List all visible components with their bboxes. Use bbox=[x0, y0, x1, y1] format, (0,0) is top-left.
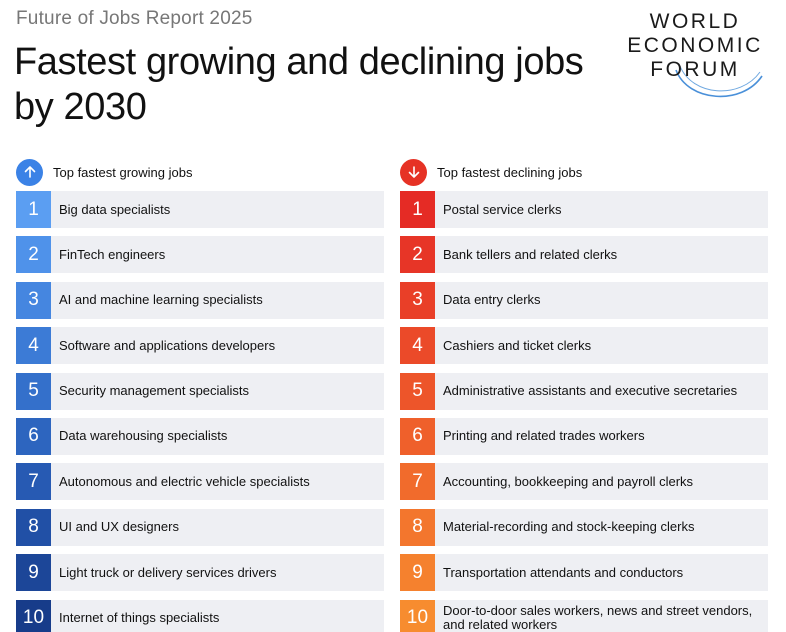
growing-jobs-column: Top fastest growing jobs 1 Big data speci… bbox=[16, 158, 384, 632]
growing-jobs-list: 1 Big data specialists 2 FinTech engineers 3… bbox=[16, 191, 384, 632]
job-title: Material-recording and stock-keeping cle… bbox=[443, 519, 695, 535]
rank-number: 3 bbox=[400, 281, 435, 319]
page-title: Fastest growing and declining jobs by 20… bbox=[14, 41, 584, 128]
rank-number: 4 bbox=[400, 327, 435, 365]
rank-number: 6 bbox=[400, 417, 435, 455]
growing-jobs-heading: Top fastest growing jobs bbox=[53, 164, 193, 180]
job-title: Internet of things specialists bbox=[59, 610, 220, 626]
job-title: Postal service clerks bbox=[443, 201, 562, 217]
job-title: Security management specialists bbox=[59, 383, 250, 399]
rank-number: 1 bbox=[16, 191, 51, 228]
rank-number: 6 bbox=[16, 417, 51, 455]
growing-job-row: 6 Data warehousing specialists bbox=[16, 417, 384, 455]
growing-job-row: 2 FinTech engineers bbox=[16, 236, 384, 274]
job-title: Cashiers and ticket clerks bbox=[443, 337, 592, 353]
declining-job-row: 2 Bank tellers and related clerks bbox=[400, 236, 768, 274]
growing-job-row: 9 Light truck or delivery services driver… bbox=[16, 554, 384, 592]
rank-number: 4 bbox=[16, 327, 51, 365]
job-title: Accounting, bookkeeping and payroll cler… bbox=[443, 473, 694, 489]
logo-line-2: ECONOMIC bbox=[627, 34, 763, 57]
rank-number: 10 bbox=[16, 599, 51, 632]
arrow-down-icon bbox=[400, 158, 427, 186]
job-title: AI and machine learning specialists bbox=[59, 292, 263, 308]
declining-jobs-list: 1 Postal service clerks 2 Bank tellers and … bbox=[400, 191, 768, 632]
declining-job-row: 6 Printing and related trades workers bbox=[400, 417, 768, 455]
growing-job-row: 5 Security management specialists bbox=[16, 372, 384, 410]
rank-number: 5 bbox=[16, 372, 51, 410]
growing-job-row: 7 Autonomous and electric vehicle special… bbox=[16, 463, 384, 501]
job-title: UI and UX designers bbox=[59, 519, 179, 535]
growing-job-row: 4 Software and applications developers bbox=[16, 327, 384, 365]
report-name: Future of Jobs Report 2025 bbox=[16, 8, 253, 29]
wef-logo: WORLD ECONOMIC FORUM bbox=[612, 6, 778, 100]
job-title: Administrative assistants and executive … bbox=[443, 383, 738, 399]
growing-job-row: 1 Big data specialists bbox=[16, 191, 384, 228]
job-title: Software and applications developers bbox=[59, 337, 276, 353]
declining-job-row: 5 Administrative assistants and executive… bbox=[400, 372, 768, 410]
arrow-up-icon bbox=[16, 158, 43, 186]
job-title: Transportation attendants and conductors bbox=[443, 564, 684, 580]
declining-job-row: 9 Transportation attendants and conductor… bbox=[400, 554, 768, 592]
declining-jobs-header: Top fastest declining jobs bbox=[400, 158, 768, 186]
declining-job-row: 7 Accounting, bookkeeping and payroll cle… bbox=[400, 463, 768, 501]
rank-number: 1 bbox=[400, 191, 435, 228]
job-title: Bank tellers and related clerks bbox=[443, 246, 618, 262]
job-title: Light truck or delivery services drivers bbox=[59, 564, 277, 580]
growing-jobs-header: Top fastest growing jobs bbox=[16, 158, 384, 186]
job-title: Door-to-door sales workers, news and str… bbox=[443, 603, 753, 632]
rank-number: 10 bbox=[400, 599, 435, 632]
declining-job-row: 1 Postal service clerks bbox=[400, 191, 768, 228]
growing-job-row: 8 UI and UX designers bbox=[16, 508, 384, 546]
declining-jobs-column: Top fastest declining jobs 1 Postal servi… bbox=[400, 158, 768, 632]
rank-number: 7 bbox=[16, 463, 51, 501]
rank-number: 2 bbox=[400, 236, 435, 274]
job-title: Autonomous and electric vehicle speciali… bbox=[59, 473, 310, 489]
rank-number: 3 bbox=[16, 281, 51, 319]
rank-number: 7 bbox=[400, 463, 435, 501]
logo-line-1: WORLD bbox=[649, 10, 741, 33]
logo-line-3: FORUM bbox=[650, 58, 740, 81]
job-title: Data entry clerks bbox=[443, 292, 541, 308]
job-title: Data warehousing specialists bbox=[59, 428, 228, 444]
growing-job-row: 10 Internet of things specialists bbox=[16, 599, 384, 632]
rank-number: 9 bbox=[400, 554, 435, 592]
declining-job-row: 10 Door-to-door sales workers, news and s… bbox=[400, 599, 768, 632]
rank-number: 8 bbox=[16, 508, 51, 546]
declining-jobs-heading: Top fastest declining jobs bbox=[437, 164, 583, 180]
job-title: Printing and related trades workers bbox=[443, 428, 645, 444]
job-title: Big data specialists bbox=[59, 201, 171, 217]
wef-arc-logo-icon bbox=[675, 65, 763, 98]
rank-number: 5 bbox=[400, 372, 435, 410]
rank-number: 8 bbox=[400, 508, 435, 546]
job-title: FinTech engineers bbox=[59, 246, 166, 262]
declining-job-row: 8 Material-recording and stock-keeping cl… bbox=[400, 508, 768, 546]
declining-job-row: 4 Cashiers and ticket clerks bbox=[400, 327, 768, 365]
growing-job-row: 3 AI and machine learning specialists bbox=[16, 281, 384, 319]
declining-job-row: 3 Data entry clerks bbox=[400, 281, 768, 319]
rank-number: 9 bbox=[16, 554, 51, 592]
rank-number: 2 bbox=[16, 236, 51, 274]
